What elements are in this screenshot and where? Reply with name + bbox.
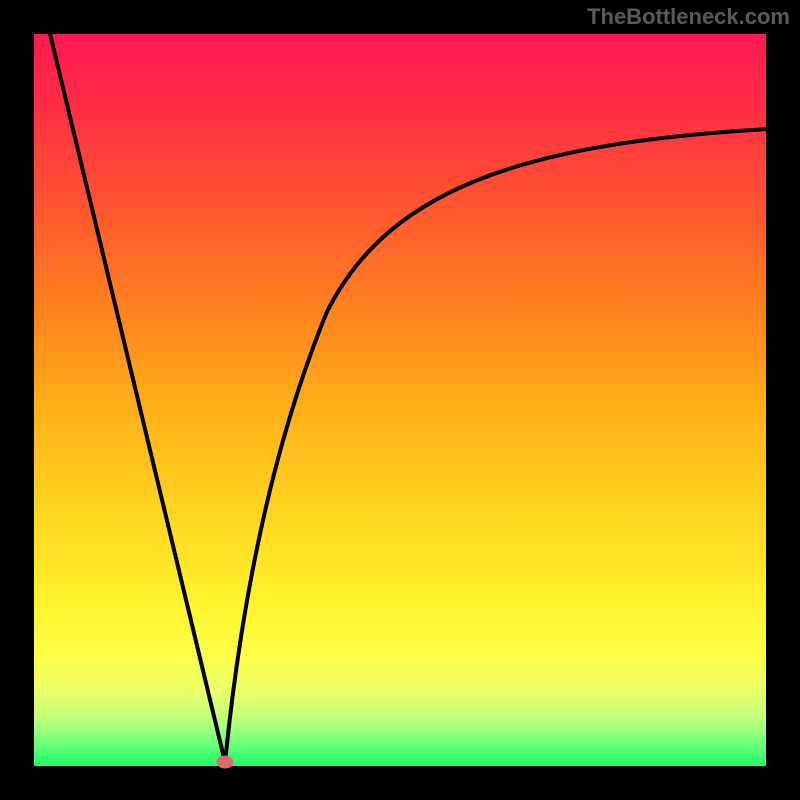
plot-area	[34, 34, 766, 766]
optimum-marker	[217, 756, 234, 769]
bottleneck-curve	[34, 34, 766, 766]
curve-path	[50, 34, 766, 762]
watermark-text: TheBottleneck.com	[587, 4, 790, 30]
chart-container: TheBottleneck.com	[0, 0, 800, 800]
